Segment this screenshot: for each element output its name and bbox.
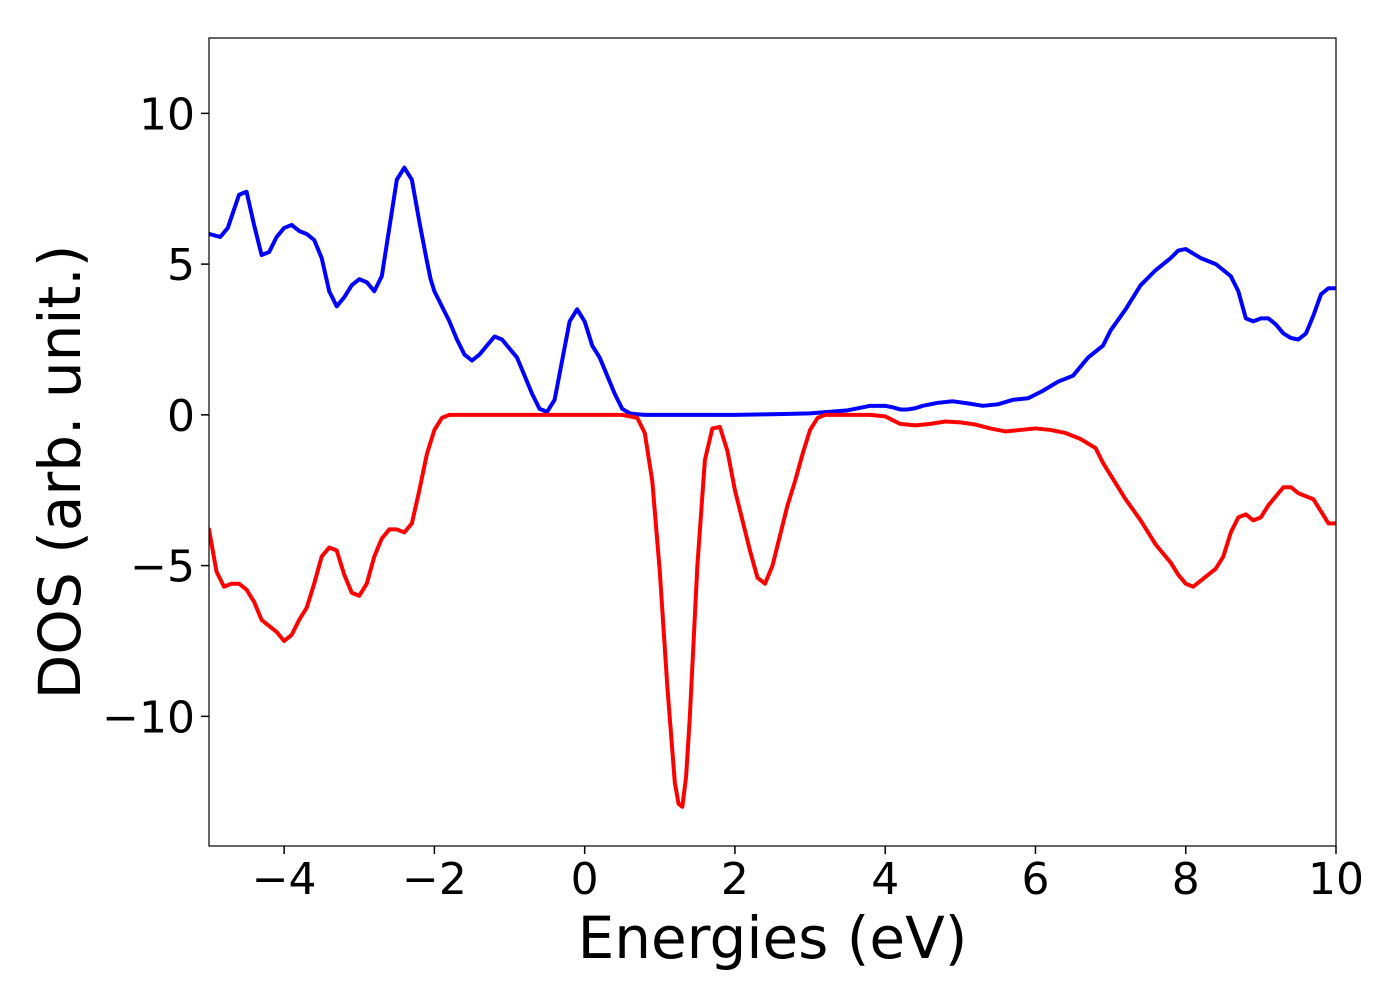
series-layer xyxy=(209,165,1336,809)
y-tick-label: 10 xyxy=(139,89,195,140)
y-axis-ticks: 10 5 0 −5 −10 xyxy=(102,89,209,743)
series-line-spin-down xyxy=(209,412,1336,809)
y-tick-label: −10 xyxy=(102,692,195,743)
y-tick-label: −5 xyxy=(130,542,195,593)
x-tick-label: −2 xyxy=(402,854,467,905)
x-tick-label: 4 xyxy=(871,854,899,905)
y-axis-label: DOS (arb. unit.) xyxy=(26,245,94,700)
series-line-spin-up xyxy=(209,165,1336,417)
x-axis-ticks: −4 −2 0 2 4 6 8 10 xyxy=(252,846,1364,905)
x-tick-label: 8 xyxy=(1172,854,1200,905)
plot-frame xyxy=(208,37,1337,847)
x-axis-label: Energies (eV) xyxy=(578,904,968,972)
y-tick-label: 5 xyxy=(167,240,195,291)
x-tick-label: −4 xyxy=(252,854,317,905)
x-tick-label: 6 xyxy=(1021,854,1049,905)
x-tick-label: 10 xyxy=(1308,854,1364,905)
y-tick-label: 0 xyxy=(167,391,195,442)
x-tick-label: 2 xyxy=(721,854,749,905)
x-tick-label: 0 xyxy=(571,854,599,905)
